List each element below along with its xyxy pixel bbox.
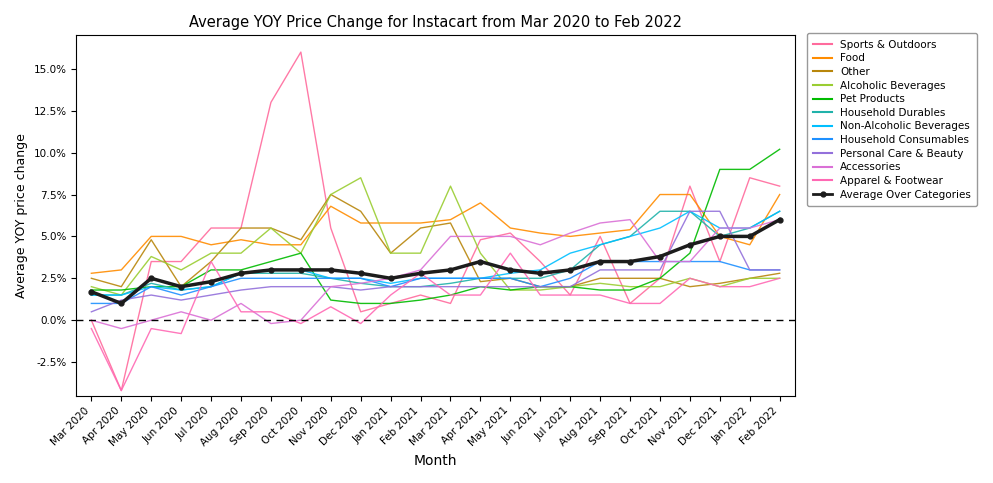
Legend: Sports & Outdoors, Food, Other, Alcoholic Beverages, Pet Products, Household Dur: Sports & Outdoors, Food, Other, Alcoholi… [807,33,977,206]
Y-axis label: Average YOY price change: Average YOY price change [15,133,28,298]
X-axis label: Month: Month [414,454,457,468]
Title: Average YOY Price Change for Instacart from Mar 2020 to Feb 2022: Average YOY Price Change for Instacart f… [189,15,682,30]
